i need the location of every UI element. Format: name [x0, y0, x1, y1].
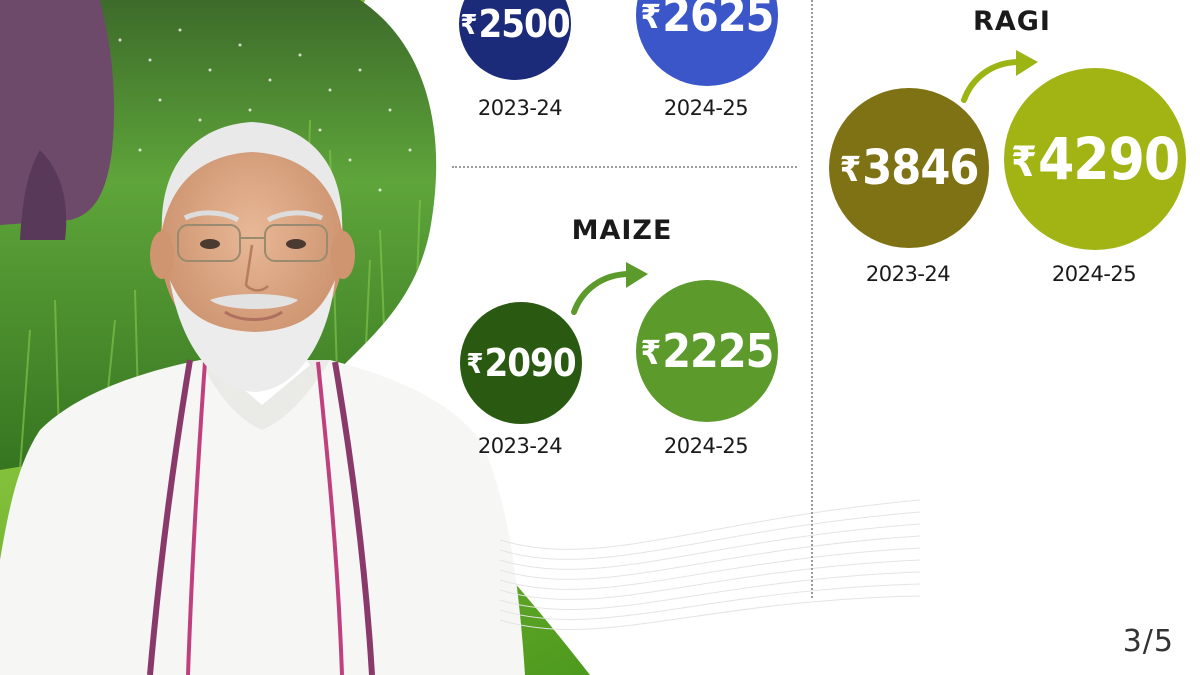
farmer-field-photo	[0, 0, 590, 675]
maize-new-year: 2024-25	[663, 434, 749, 458]
rupee-symbol: ₹	[1010, 137, 1037, 186]
vertical-divider	[811, 0, 813, 598]
rupee-symbol: ₹	[839, 150, 862, 191]
maize-prev-price: 2090	[484, 341, 576, 385]
rupee-symbol: ₹	[466, 349, 483, 381]
paddy-prev-year: 2023-24	[477, 96, 563, 120]
paddy-new-price-badge: ₹2625	[636, 0, 778, 86]
wave-lines-decoration	[500, 499, 920, 631]
maize-title: MAIZE	[571, 215, 673, 246]
rupee-symbol: ₹	[640, 0, 662, 37]
ragi-new-year: 2024-25	[1051, 262, 1137, 286]
photo-panel	[0, 0, 590, 675]
rupee-symbol: ₹	[460, 10, 477, 42]
paddy-prev-price: 2500	[478, 2, 570, 46]
ragi-new-price-badge: ₹4290	[1004, 68, 1186, 250]
horizontal-divider	[452, 166, 797, 168]
maize-prev-price-badge: ₹2090	[460, 302, 582, 424]
rupee-symbol: ₹	[640, 333, 662, 373]
ragi-new-price: 4290	[1037, 125, 1180, 193]
maize-new-price-badge: ₹2225	[636, 280, 778, 422]
ragi-prev-year: 2023-24	[865, 262, 951, 286]
curved-arrow-icon	[961, 50, 1038, 103]
ragi-prev-price-badge: ₹3846	[829, 88, 989, 248]
paddy-new-year: 2024-25	[663, 96, 749, 120]
ragi-title: RAGI	[973, 6, 1051, 37]
maize-prev-year: 2023-24	[477, 434, 563, 458]
paddy-new-price: 2625	[662, 0, 774, 42]
maize-new-price: 2225	[662, 324, 774, 378]
curved-arrow-icon	[571, 262, 648, 315]
ragi-prev-price: 3846	[862, 140, 979, 196]
page-counter: 3/5	[1122, 624, 1174, 659]
